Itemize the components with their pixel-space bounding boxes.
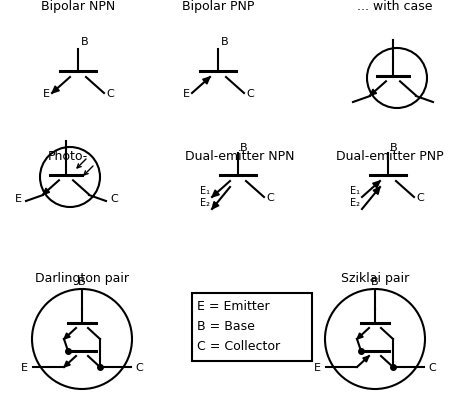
Text: Darlington pair: Darlington pair (35, 271, 129, 284)
Polygon shape (64, 361, 70, 367)
Text: Dual-emitter PNP: Dual-emitter PNP (336, 150, 444, 162)
Polygon shape (203, 78, 210, 85)
Text: B: B (78, 276, 86, 286)
Text: Bipolar PNP: Bipolar PNP (182, 0, 254, 13)
Text: C: C (106, 89, 114, 99)
Text: B: B (390, 143, 398, 153)
Text: B: B (240, 143, 247, 153)
Polygon shape (43, 189, 50, 195)
Text: E: E (15, 194, 22, 203)
Text: E₂: E₂ (350, 198, 360, 207)
Text: B = Base: B = Base (197, 319, 255, 332)
Polygon shape (64, 333, 70, 339)
FancyBboxPatch shape (192, 293, 312, 361)
Text: E = Emitter: E = Emitter (197, 299, 270, 312)
Text: E₁: E₁ (200, 186, 210, 196)
Text: Sziklai pair: Sziklai pair (341, 271, 409, 284)
Text: B: B (81, 37, 89, 47)
Text: B: B (221, 37, 228, 47)
Polygon shape (212, 190, 219, 198)
Polygon shape (52, 87, 59, 94)
Text: C: C (428, 362, 436, 372)
Text: C = Collector: C = Collector (197, 339, 280, 352)
Polygon shape (373, 182, 380, 188)
Text: C: C (135, 362, 143, 372)
Text: B: B (371, 276, 379, 286)
Polygon shape (373, 188, 380, 195)
Polygon shape (357, 333, 363, 339)
Text: Photo-: Photo- (48, 150, 88, 162)
Text: Dual-emitter NPN: Dual-emitter NPN (185, 150, 295, 162)
Text: Bipolar NPN: Bipolar NPN (41, 0, 115, 13)
Text: E: E (21, 362, 28, 372)
Text: C: C (416, 192, 424, 203)
Text: ... with case: ... with case (357, 0, 433, 13)
Text: E: E (314, 362, 321, 372)
Polygon shape (363, 356, 369, 362)
Polygon shape (212, 202, 219, 209)
Polygon shape (370, 90, 376, 96)
Text: C: C (110, 194, 118, 203)
Text: C: C (266, 192, 274, 203)
Text: C: C (246, 89, 254, 99)
Text: E₂: E₂ (200, 198, 210, 207)
Text: E: E (183, 89, 190, 99)
Text: E₁: E₁ (350, 186, 360, 196)
Text: E: E (43, 89, 50, 99)
